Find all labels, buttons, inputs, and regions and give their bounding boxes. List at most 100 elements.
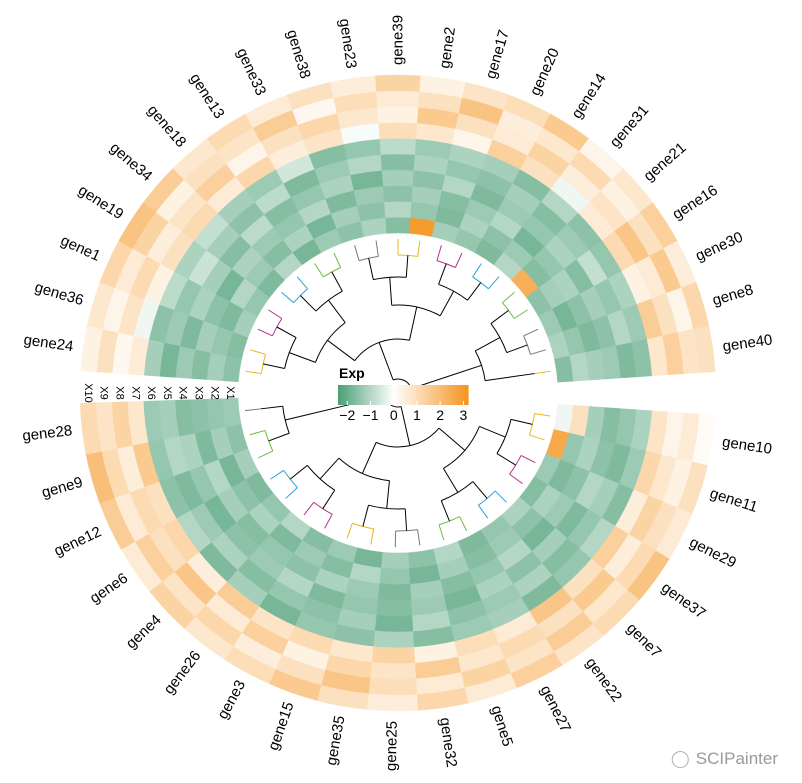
dendrogram-branch (296, 276, 308, 290)
wechat-icon: ◯ (670, 749, 690, 768)
dendrogram-branch (249, 429, 266, 436)
legend-swatch (348, 385, 352, 405)
legend-swatch (361, 385, 365, 405)
legend-tick-label: 0 (390, 407, 398, 423)
dendrogram-branch (270, 469, 284, 480)
dendrogram-branch (510, 418, 533, 425)
legend-color-bar (338, 385, 469, 405)
gene-label: gene20 (527, 46, 563, 99)
legend-swatch (355, 385, 359, 405)
legend-swatch (372, 385, 376, 405)
heatmap-cell (376, 90, 421, 108)
heatmap-cell (79, 402, 102, 455)
dendrogram-branch (449, 364, 482, 377)
legend-swatch (387, 385, 391, 405)
legend-tick-label: −1 (363, 407, 379, 423)
dendrogram-branch (375, 240, 379, 257)
gene-label: gene22 (582, 655, 625, 706)
dendrogram-branch (488, 276, 500, 290)
dendrogram-branch (439, 290, 455, 317)
dendrogram-branch (268, 432, 290, 442)
dendrogram-branch (512, 373, 535, 378)
dendrogram-branch (513, 309, 528, 319)
dendrogram-branch (438, 263, 447, 285)
legend-swatch (424, 385, 428, 405)
gene-label: gene13 (186, 70, 227, 121)
gene-label: gene36 (33, 279, 86, 309)
gene-label: gene16 (670, 182, 721, 223)
gene-label: gene33 (233, 46, 269, 99)
dendrogram-branch (438, 516, 460, 526)
legend-swatch (407, 385, 411, 405)
heatmap-cell (381, 169, 415, 187)
legend-swatch (405, 385, 408, 405)
heatmap-cell (378, 122, 419, 140)
legend-swatch (366, 385, 369, 405)
dendrogram-branch (478, 490, 496, 506)
dendrogram (244, 239, 551, 547)
heatmap-cell (373, 614, 414, 633)
track-label: X3 (193, 386, 205, 399)
legend-swatch (435, 385, 439, 405)
dendrogram-branch (417, 240, 421, 257)
dendrogram-branch (299, 295, 317, 312)
heatmap-cell (380, 153, 416, 171)
gene-label: gene3 (214, 677, 249, 722)
dendrogram-branch (324, 514, 333, 529)
gene-label: gene15 (265, 700, 298, 753)
dendrogram-branch (245, 370, 262, 375)
dendrogram-branch (520, 454, 536, 464)
legend-swatch (377, 385, 380, 405)
dendrogram-branch (523, 328, 539, 337)
dendrogram-branch (409, 306, 418, 341)
heatmap-cell (380, 551, 410, 569)
gene-label: gene40 (722, 331, 774, 355)
dendrogram-branch (405, 255, 409, 278)
dendrogram-branch (263, 363, 285, 369)
legend-swatch (344, 385, 348, 405)
legend-swatch (390, 385, 393, 405)
legend-swatch (457, 385, 460, 405)
legend-swatch (409, 385, 413, 405)
legend-swatch (444, 385, 447, 405)
dendrogram-branch (417, 529, 421, 546)
heatmap-cell (375, 599, 413, 617)
legend-swatch (364, 385, 367, 405)
dendrogram-branch (485, 376, 513, 382)
dendrogram-branch (328, 299, 346, 323)
dendrogram-branch (438, 524, 445, 541)
heatmap-cell (378, 567, 411, 585)
legend-tick-label: 2 (436, 407, 444, 423)
dendrogram-branch (443, 426, 480, 469)
dendrogram-branch (506, 344, 528, 354)
gene-label: gene24 (23, 331, 75, 355)
dendrogram-branch (323, 267, 341, 278)
legend-swatch (422, 385, 426, 405)
dendrogram-branch (331, 271, 343, 292)
legend-swatch (396, 385, 400, 405)
legend-tick-label: −2 (339, 407, 355, 423)
dendrogram-branch (454, 252, 463, 268)
heatmap-cell (384, 201, 413, 218)
track-label: X1 (224, 386, 236, 399)
dendrogram-branch (333, 252, 342, 268)
dendrogram-branch (436, 245, 442, 261)
gene-label: gene8 (710, 281, 755, 309)
dendrogram-branch (352, 522, 374, 530)
dendrogram-branch (368, 258, 374, 280)
gene-label: gene21 (641, 139, 690, 185)
gene-label: gene12 (51, 523, 104, 559)
legend-swatch (455, 385, 458, 405)
legend-tick-label: 3 (459, 407, 467, 423)
dendrogram-branch (459, 516, 468, 532)
heatmap-cell (366, 693, 419, 712)
heatmap-cell (693, 325, 716, 373)
legend-swatch (392, 385, 395, 405)
gene-label: gene38 (283, 28, 313, 81)
gene-label: gene39 (390, 15, 407, 65)
heatmap-cell (382, 185, 414, 203)
gene-label: gene11 (708, 485, 760, 516)
legend-swatch (370, 385, 374, 405)
heatmap-cell (377, 106, 420, 124)
dendrogram-branch (438, 427, 466, 451)
